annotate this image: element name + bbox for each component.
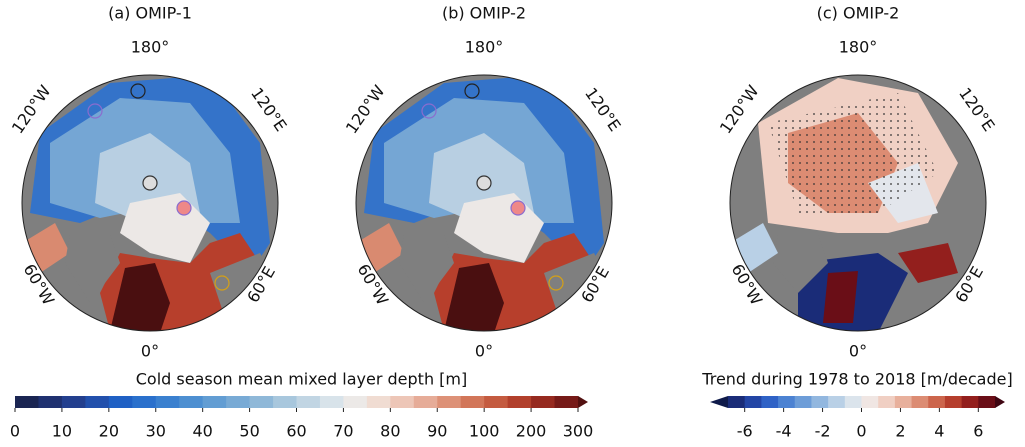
colorbar-segment [437, 396, 461, 408]
colorbar-segment [297, 396, 321, 408]
colorbar-segment [978, 396, 995, 408]
colorbar-segment [461, 396, 485, 408]
colorbar-segment [555, 396, 579, 408]
colorbar-tick-label: 20 [99, 422, 119, 441]
colorbar-tick-label: -4 [776, 422, 792, 441]
colorbar-segment [390, 396, 414, 408]
colorbar-segment [156, 396, 180, 408]
colorbar-tick-label: 6 [973, 422, 983, 441]
colorbar-segment [508, 396, 532, 408]
colorbar-tick-label: 30 [146, 422, 166, 441]
colorbar-segment [778, 396, 795, 408]
colorbar-segment [845, 396, 862, 408]
colorbar-segment [484, 396, 508, 408]
colorbar-segment [273, 396, 297, 408]
colorbar-tick-label: 100 [469, 422, 500, 441]
site-marker [177, 201, 191, 215]
colorbar-segment [226, 396, 250, 408]
colorbar-arrow [710, 396, 728, 408]
colorbar-tick-label: 60 [286, 422, 306, 441]
lon-label: 0° [141, 342, 159, 361]
panel-title: (c) OMIP-2 [817, 4, 900, 23]
colorbar-tick-label: 200 [516, 422, 547, 441]
colorbar-segment [179, 396, 203, 408]
colorbar-tick-label: 70 [333, 422, 353, 441]
colorbar-segment [85, 396, 109, 408]
colorbar-segment [878, 396, 895, 408]
colorbar-tick-label: 50 [239, 422, 259, 441]
panel-title: (a) OMIP-1 [108, 4, 192, 23]
colorbar-tick-label: 90 [427, 422, 447, 441]
colorbar-segment [962, 396, 979, 408]
panel-title: (b) OMIP-2 [442, 4, 526, 23]
colorbar-tick-label: -6 [737, 422, 753, 441]
lon-label: 180° [465, 38, 504, 57]
colorbar-tick-label: -2 [815, 422, 831, 441]
colorbar-segment [15, 396, 39, 408]
lon-label: 0° [475, 342, 493, 361]
colorbar-segment [945, 396, 962, 408]
colorbar-segment [367, 396, 391, 408]
colorbar-segment [62, 396, 86, 408]
colorbar-arrow [995, 396, 1005, 408]
colorbar-segment [862, 396, 879, 408]
site-marker [477, 176, 491, 190]
colorbar-segment [320, 396, 344, 408]
colorbar-tick-label: 0 [10, 422, 20, 441]
lon-label: 180° [839, 38, 878, 57]
colorbar-segment [912, 396, 929, 408]
colorbar-segment [795, 396, 812, 408]
colorbar-segment [132, 396, 156, 408]
colorbar-tick-label: 4 [934, 422, 944, 441]
colorbar-label: Trend during 1978 to 2018 [m/decade] [701, 370, 1012, 389]
colorbar-arrow [578, 396, 588, 408]
trend-dark-red [823, 271, 858, 323]
colorbar-segment [828, 396, 845, 408]
colorbar-tick-label: 10 [52, 422, 72, 441]
colorbar-tick-label: 300 [563, 422, 594, 441]
colorbar-segment [895, 396, 912, 408]
figure: (a) OMIP-1180°0°120°W120°E60°W60°E(b) OM… [0, 0, 1025, 443]
colorbar-segment [250, 396, 274, 408]
colorbar-segment [928, 396, 945, 408]
site-marker [143, 176, 157, 190]
colorbar-segment [531, 396, 555, 408]
site-marker [511, 201, 525, 215]
lon-label: 180° [131, 38, 170, 57]
colorbar-segment [745, 396, 762, 408]
colorbar-segment [203, 396, 227, 408]
colorbar-segment [728, 396, 745, 408]
colorbar-tick-label: 2 [895, 422, 905, 441]
colorbar-tick-label: 80 [380, 422, 400, 441]
colorbar-tick-label: 40 [192, 422, 212, 441]
colorbar-label: Cold season mean mixed layer depth [m] [136, 370, 468, 389]
colorbar-segment [414, 396, 438, 408]
colorbar-segment [109, 396, 133, 408]
colorbar-segment [761, 396, 778, 408]
colorbar-segment [811, 396, 828, 408]
colorbar-segment [343, 396, 367, 408]
lon-label: 0° [849, 342, 867, 361]
colorbar-segment [38, 396, 62, 408]
colorbar-tick-label: 0 [856, 422, 866, 441]
